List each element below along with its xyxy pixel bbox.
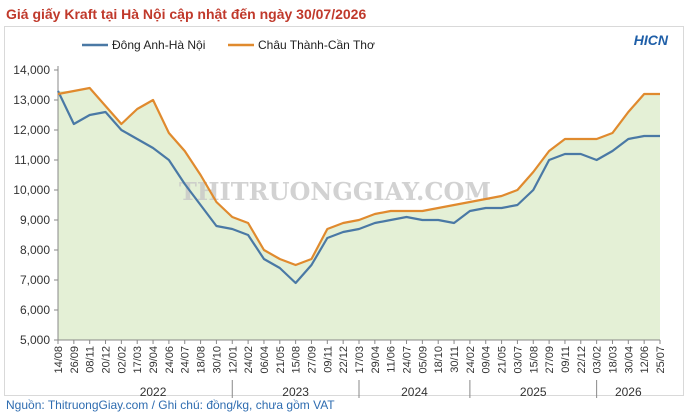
x-tick-label: 24/07 <box>402 346 414 374</box>
source-note: Nguồn: ThitruongGiay.com / Ghi chú: đồng… <box>6 398 335 412</box>
x-tick-label: 12/01 <box>227 346 239 374</box>
year-label: 2022 <box>140 385 167 399</box>
x-tick-label: 24/07 <box>180 346 192 374</box>
y-tick-label: 7,000 <box>20 273 50 287</box>
x-tick-label: 15/08 <box>291 346 303 374</box>
legend-label-1: Đông Anh-Hà Nội <box>112 38 205 52</box>
x-tick-label: 21/05 <box>275 346 287 374</box>
chart-frame <box>4 26 684 396</box>
x-tick-label: 18/08 <box>196 346 208 374</box>
x-tick-label: 22/12 <box>338 346 350 374</box>
y-tick-label: 14,000 <box>13 63 50 77</box>
year-label: 2025 <box>520 385 547 399</box>
x-tick-label: 14/08 <box>53 346 65 374</box>
x-tick-label: 09/11 <box>322 346 334 373</box>
x-tick-label: 08/11 <box>85 346 97 373</box>
chart-title: Giá giấy Kraft tại Hà Nội cập nhật đến n… <box>6 6 367 22</box>
legend-label-2: Châu Thành-Cần Thơ <box>258 38 375 52</box>
x-tick-label: 20/12 <box>101 346 113 374</box>
area-fill <box>58 88 660 340</box>
x-tick-label: 06/04 <box>259 346 271 374</box>
x-tick-label: 09/04 <box>481 346 493 374</box>
x-tick-label: 27/09 <box>306 346 318 374</box>
x-tick-label: 24/06 <box>164 346 176 374</box>
series-line-2 <box>57 86 660 267</box>
x-tick-label: 17/03 <box>354 346 366 374</box>
x-tick-label: 30/04 <box>623 346 635 374</box>
year-label: 2023 <box>282 385 309 399</box>
x-tick-label: 18/03 <box>607 346 619 374</box>
year-label: 2026 <box>615 385 642 399</box>
brand-logo: HICN <box>634 32 668 48</box>
x-tick-label: 26/09 <box>69 346 81 374</box>
x-tick-label: 25/07 <box>655 346 667 374</box>
x-tick-label: 30/11 <box>449 346 461 373</box>
y-tick-label: 13,000 <box>13 93 50 107</box>
x-tick-label: 15/08 <box>528 346 540 374</box>
x-tick-label: 29/04 <box>370 346 382 374</box>
y-tick-label: 10,000 <box>13 183 50 197</box>
brand-text: HICN <box>633 32 668 48</box>
x-tick-label: 09/11 <box>560 346 572 373</box>
x-tick-label: 12/06 <box>639 346 651 374</box>
y-tick-label: 11,000 <box>14 153 50 167</box>
x-tick-label: 29/04 <box>148 346 160 374</box>
x-tick-label: 03/02 <box>592 346 604 374</box>
series-line-1 <box>57 90 660 285</box>
x-tick-label: 27/09 <box>544 346 556 374</box>
x-tick-label: 22/12 <box>576 346 588 374</box>
y-tick-label: 8,000 <box>20 243 50 257</box>
x-tick-label: 05/09 <box>417 346 429 374</box>
x-tick-label: 24/02 <box>243 346 255 374</box>
x-tick-label: 17/03 <box>132 346 144 374</box>
y-tick-label: 6,000 <box>20 303 50 317</box>
x-tick-label: 24/02 <box>465 346 477 374</box>
x-tick-label: 11/06 <box>386 346 398 373</box>
year-label: 2024 <box>401 385 428 399</box>
y-tick-label: 9,000 <box>20 213 50 227</box>
y-tick-label: 12,000 <box>13 123 50 137</box>
x-tick-label: 21/05 <box>497 346 509 374</box>
x-tick-label: 03/07 <box>512 346 524 374</box>
x-tick-label: 02/02 <box>116 346 128 374</box>
x-tick-label: 18/10 <box>433 346 445 374</box>
watermark-text: THITRUONGGIAY.COM <box>179 177 491 206</box>
x-tick-label: 30/10 <box>211 346 223 374</box>
y-tick-label: 5,000 <box>20 333 50 347</box>
